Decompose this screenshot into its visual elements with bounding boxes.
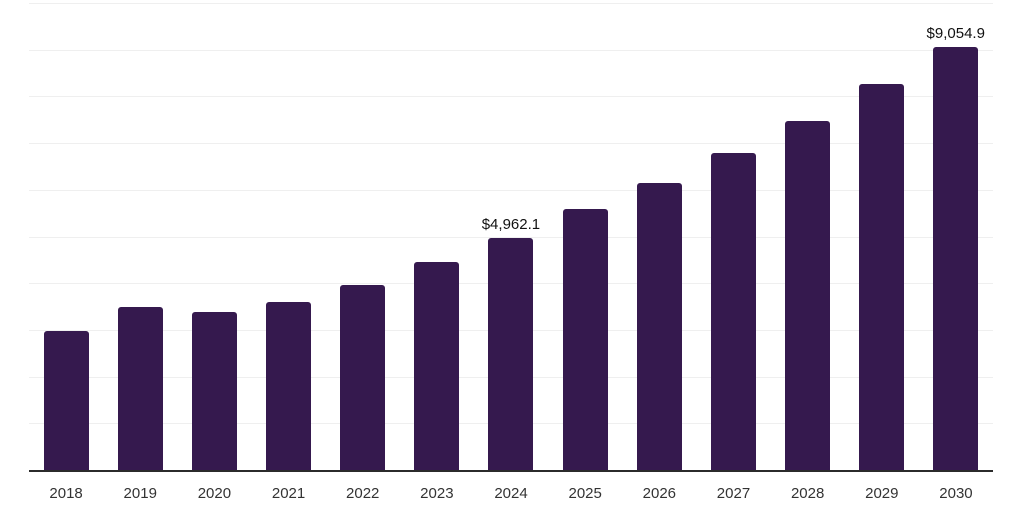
bar-2021 <box>265 301 311 470</box>
x-tick-2024: 2024 <box>494 485 528 502</box>
bar-2024: $4,962.1 <box>482 217 540 470</box>
x-tick-2029: 2029 <box>865 485 899 502</box>
x-axis-tick-labels: 2018 2019 2020 2021 2022 2023 2024 2025 2026 2027… <box>29 484 993 504</box>
bar-2027 <box>710 153 756 470</box>
gridline <box>29 96 993 98</box>
bar-2029 <box>859 84 905 470</box>
x-tick-2021: 2021 <box>271 485 306 502</box>
plot-area: $4,962.1 $9,054.9 <box>29 3 993 472</box>
x-tick-2022: 2022 <box>346 485 380 502</box>
bar-2030: $9,054.9 <box>927 26 985 470</box>
bar-series: $4,962.1 $9,054.9 <box>29 3 993 470</box>
x-tick-2018: 2018 <box>49 485 83 502</box>
gridline <box>29 236 993 238</box>
bar-2022 <box>340 284 386 470</box>
x-tick-2027: 2027 <box>716 485 751 502</box>
bar-2023 <box>414 262 460 470</box>
bar-2020 <box>191 311 237 470</box>
x-tick-2026: 2026 <box>642 485 677 502</box>
x-tick-2028: 2028 <box>790 485 825 502</box>
x-tick-2025: 2025 <box>568 485 602 502</box>
bar-2026 <box>636 182 682 470</box>
data-label-2030: $9,054.9 <box>926 25 985 43</box>
bar-2028 <box>784 120 830 470</box>
x-tick-2030: 2030 <box>939 485 973 502</box>
x-tick-2019: 2019 <box>123 485 157 502</box>
x-tick-2023: 2023 <box>420 485 454 502</box>
gridline <box>29 49 993 51</box>
gridline <box>29 3 993 4</box>
data-label-2024: $4,962.1 <box>481 216 541 234</box>
bar-2025 <box>562 208 608 470</box>
bar-2018 <box>43 330 89 470</box>
gridline <box>29 189 993 191</box>
bar-2019 <box>117 307 163 470</box>
gridline <box>29 143 993 145</box>
x-tick-2020: 2020 <box>197 485 232 502</box>
